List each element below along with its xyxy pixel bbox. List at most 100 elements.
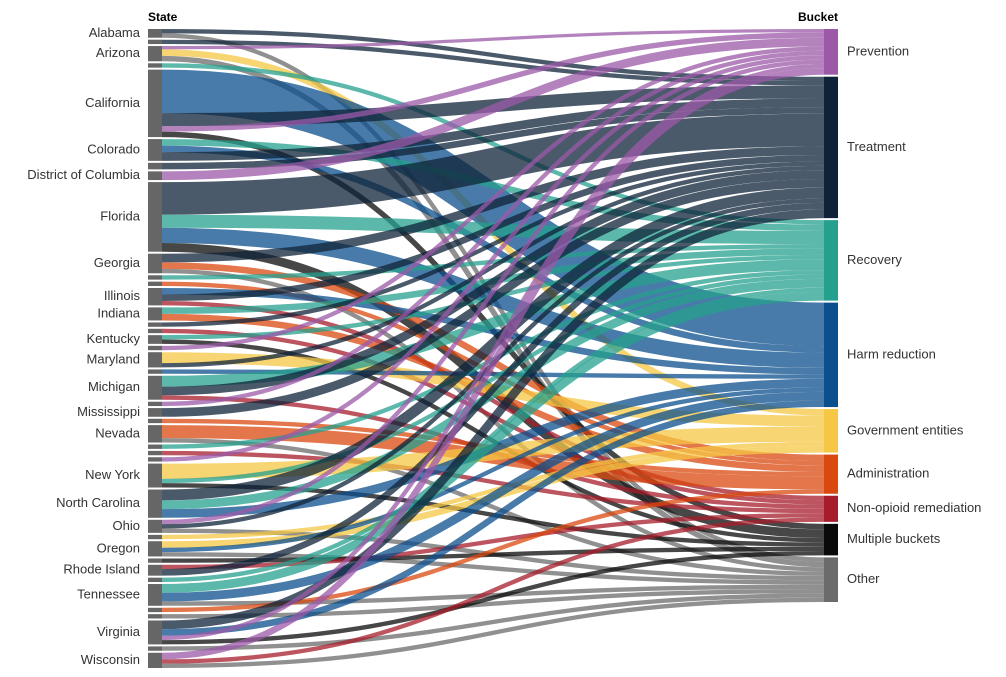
flow-link <box>161 588 825 619</box>
flow-link <box>161 187 825 501</box>
flow-link <box>161 450 825 514</box>
state-label: Alabama <box>89 25 141 40</box>
state-node <box>148 401 162 407</box>
state-node <box>148 29 162 38</box>
flow-link <box>161 29 825 82</box>
state-label: Tennessee <box>77 586 140 601</box>
state-node <box>148 162 162 170</box>
bucket-label: Other <box>847 571 880 586</box>
state-label: Wisconsin <box>81 652 140 667</box>
state-node <box>148 182 162 252</box>
state-label: Nevada <box>95 425 141 440</box>
state-node <box>148 375 162 400</box>
flow-link <box>161 546 825 563</box>
flow-link <box>161 170 825 396</box>
bucket-node <box>824 454 838 494</box>
bucket-label: Treatment <box>847 139 906 154</box>
state-node <box>148 534 162 540</box>
state-node <box>148 281 162 286</box>
flow-link <box>161 32 825 132</box>
state-label: Michigan <box>88 379 140 394</box>
flow-link <box>161 68 825 660</box>
state-node <box>148 652 162 668</box>
state-node <box>148 345 162 351</box>
flow-link <box>161 438 825 576</box>
flow-link <box>161 517 825 664</box>
state-node <box>148 450 162 456</box>
right-header: Bucket <box>798 10 838 24</box>
bucket-node <box>824 302 838 408</box>
state-node <box>148 577 162 583</box>
bucket-node <box>824 220 838 301</box>
bucket-label: Prevention <box>847 43 909 58</box>
flow-link <box>161 55 825 462</box>
state-node <box>148 408 162 417</box>
flow-link <box>161 244 825 280</box>
flow-link <box>161 387 825 553</box>
state-label: Illinois <box>104 288 141 303</box>
state-label: Indiana <box>97 305 140 320</box>
flow-link <box>161 287 825 583</box>
flow-link <box>161 146 825 263</box>
state-node <box>148 63 162 68</box>
state-node <box>148 328 162 334</box>
flow-link <box>161 441 825 540</box>
flow-link <box>161 161 825 327</box>
state-label: New York <box>85 467 140 482</box>
state-node <box>148 614 162 619</box>
flow-link <box>161 178 825 417</box>
bucket-label: Harm reduction <box>847 346 936 361</box>
flow-link <box>161 46 825 351</box>
state-label: Colorado <box>87 141 140 156</box>
flow-link <box>161 391 825 602</box>
flow-link <box>161 63 825 641</box>
flow-link <box>161 597 825 668</box>
flow-link <box>161 113 825 215</box>
state-label: Georgia <box>94 255 141 270</box>
bucket-node <box>824 29 838 75</box>
bucket-label: Government entities <box>847 422 964 437</box>
flow-link <box>161 274 825 484</box>
flow-link <box>161 50 825 407</box>
state-node <box>148 425 162 443</box>
bucket-node <box>824 409 838 453</box>
bucket-node <box>824 495 838 522</box>
state-node <box>148 558 162 563</box>
state-label: Rhode Island <box>63 562 140 577</box>
state-node <box>148 171 162 181</box>
bucket-label: Non-opioid remediation <box>847 500 981 515</box>
state-label: California <box>85 95 141 110</box>
left-header: State <box>148 10 178 24</box>
flow-link <box>161 291 825 593</box>
state-node <box>148 307 162 321</box>
nodes: Alabama Arizona California Colorado District… <box>27 25 981 668</box>
flow-link <box>161 202 825 576</box>
bucket-label: Multiple buckets <box>847 531 941 546</box>
flow-link <box>161 107 825 170</box>
state-node <box>148 607 162 613</box>
state-node <box>148 39 162 45</box>
flow-link <box>161 287 825 375</box>
state-node <box>148 463 162 488</box>
state-label: North Carolina <box>56 495 141 510</box>
links <box>161 28 825 668</box>
flow-link <box>161 165 825 368</box>
bucket-node <box>824 557 838 602</box>
state-node <box>148 457 162 462</box>
state-node <box>148 253 162 274</box>
state-label: District of Columbia <box>27 167 140 182</box>
state-label: Maryland <box>87 351 140 366</box>
bucket-label: Administration <box>847 466 929 481</box>
flow-link <box>161 593 825 651</box>
state-node <box>148 46 162 62</box>
state-node <box>148 275 162 280</box>
state-label: Kentucky <box>87 331 141 346</box>
state-label: Oregon <box>97 540 140 555</box>
state-node <box>148 564 162 576</box>
state-node <box>148 519 162 533</box>
state-label: Virginia <box>97 624 141 639</box>
state-node <box>148 369 162 374</box>
state-node <box>148 489 162 518</box>
state-node <box>148 444 162 449</box>
state-node <box>148 620 162 645</box>
